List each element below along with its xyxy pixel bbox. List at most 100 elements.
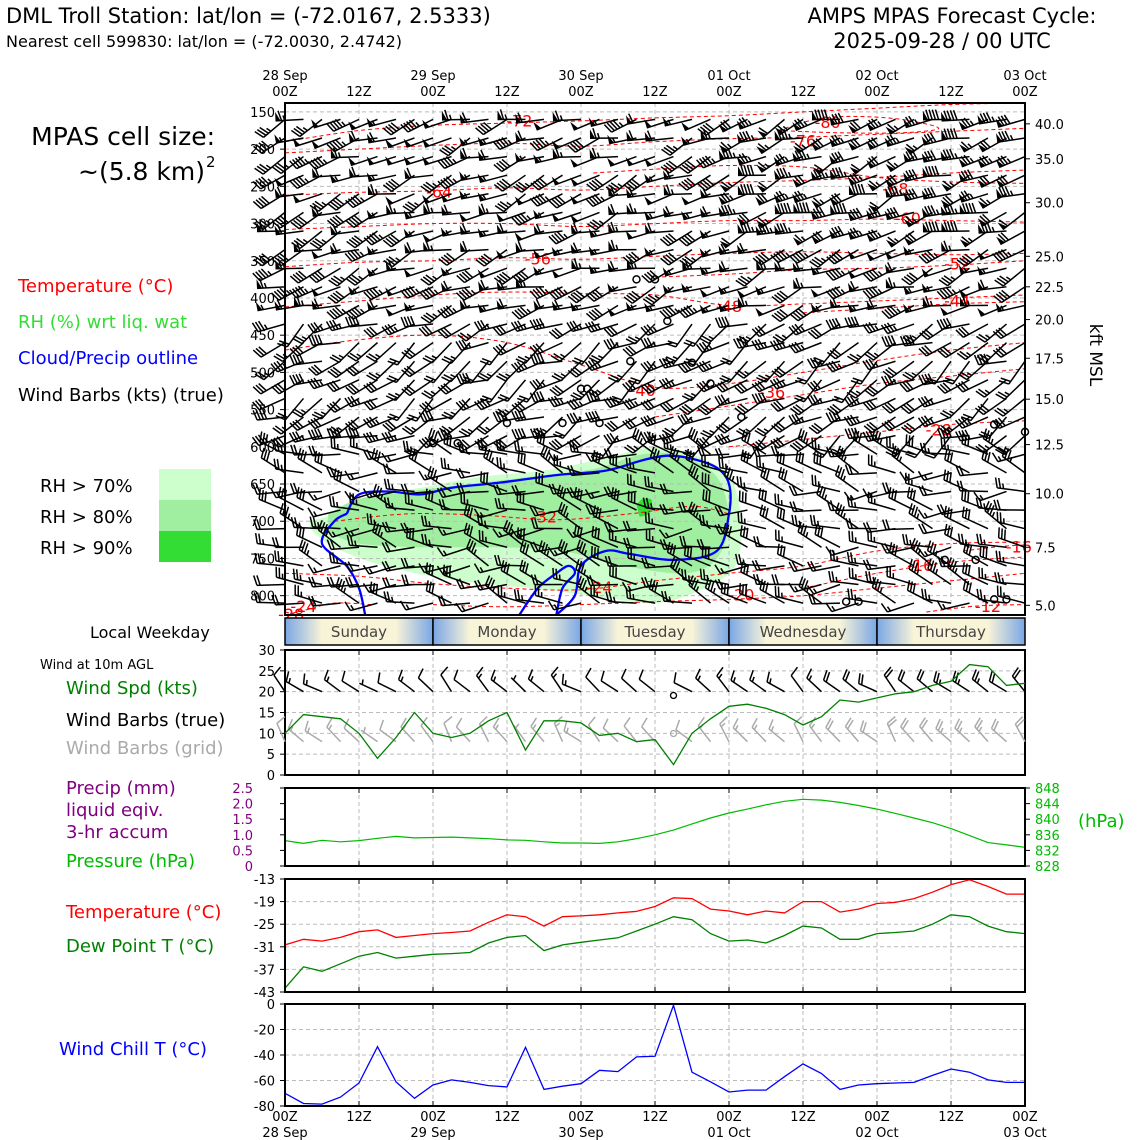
barb-full bbox=[422, 183, 433, 191]
wind-barb bbox=[344, 576, 378, 588]
barb-half bbox=[523, 363, 528, 369]
barb-half bbox=[267, 270, 272, 276]
barb-full bbox=[290, 444, 295, 456]
wind-barb bbox=[307, 490, 341, 501]
wind-barb bbox=[401, 360, 434, 378]
barb-full bbox=[814, 475, 817, 486]
barb-half bbox=[368, 568, 373, 574]
barb-full bbox=[345, 428, 351, 439]
barb-full bbox=[479, 360, 491, 366]
barb-full bbox=[699, 568, 703, 580]
wind-barb bbox=[422, 342, 453, 364]
barb-staff bbox=[445, 323, 471, 339]
barb-full bbox=[421, 402, 431, 412]
barb-half bbox=[352, 288, 358, 294]
barb-full bbox=[326, 311, 336, 320]
wind-barb bbox=[385, 260, 415, 272]
barb-staff bbox=[486, 360, 508, 382]
barb-full bbox=[345, 311, 354, 320]
barb-full bbox=[279, 287, 288, 297]
barb-staff bbox=[294, 360, 323, 366]
barb-full bbox=[590, 546, 593, 557]
barb-full bbox=[277, 486, 282, 498]
barb-flag bbox=[515, 114, 522, 123]
barb-flag bbox=[367, 185, 373, 195]
barb-full bbox=[496, 275, 506, 284]
barb-full bbox=[420, 185, 430, 193]
barb-full bbox=[480, 397, 491, 403]
wind-barb bbox=[400, 483, 434, 495]
barb-full bbox=[459, 332, 470, 340]
barb-full bbox=[480, 514, 484, 526]
wind-barb bbox=[400, 315, 434, 328]
barb-full bbox=[256, 519, 261, 530]
barb-full bbox=[369, 431, 376, 442]
barb-full bbox=[274, 164, 285, 173]
wind-barb bbox=[422, 137, 452, 148]
wind-barb bbox=[314, 450, 341, 474]
barb-full bbox=[350, 308, 360, 317]
barb-full bbox=[253, 592, 258, 603]
barb-flag bbox=[459, 190, 466, 199]
wind-barb bbox=[253, 519, 286, 531]
barb-half bbox=[371, 175, 376, 181]
barb-full bbox=[495, 439, 499, 450]
barb-full bbox=[289, 422, 298, 431]
barb-full bbox=[328, 551, 332, 563]
barb-full bbox=[383, 497, 388, 508]
barb-staff bbox=[411, 193, 434, 213]
barb-full bbox=[332, 243, 338, 254]
barb-full bbox=[381, 326, 390, 336]
barb-half bbox=[432, 275, 438, 280]
barb-full bbox=[406, 527, 409, 538]
barb-staff bbox=[406, 536, 434, 548]
barb-staff bbox=[479, 524, 508, 530]
pressure-label: Pressure (hPa) bbox=[66, 851, 195, 872]
barb-full bbox=[460, 442, 465, 453]
barb-full bbox=[328, 320, 336, 331]
barb-full bbox=[425, 488, 428, 500]
barb-full bbox=[296, 295, 301, 306]
barb-full bbox=[259, 431, 263, 442]
barb-staff bbox=[502, 174, 526, 192]
wind-barb bbox=[406, 527, 434, 548]
barb-flag bbox=[460, 149, 466, 159]
wind-barb bbox=[274, 223, 304, 236]
barb-full bbox=[385, 258, 396, 266]
barb-full bbox=[313, 271, 323, 280]
barb-full bbox=[389, 413, 400, 419]
barb-full bbox=[381, 452, 389, 463]
barb-half bbox=[507, 139, 513, 145]
wind-barb bbox=[383, 478, 415, 493]
wind-barb bbox=[403, 137, 434, 148]
barb-full bbox=[503, 561, 508, 573]
barb-full bbox=[422, 276, 433, 284]
barb-full bbox=[332, 308, 341, 317]
barb-full bbox=[441, 147, 452, 155]
wind-barb bbox=[515, 112, 545, 124]
barb-staff bbox=[349, 544, 378, 549]
hpa-unit-label: (hPa) bbox=[1078, 811, 1125, 832]
barb-full bbox=[253, 519, 258, 530]
barb-full bbox=[298, 373, 305, 384]
barb-flag bbox=[477, 192, 485, 201]
barb-staff bbox=[312, 453, 341, 457]
barb-full bbox=[520, 452, 523, 464]
barb-staff bbox=[312, 583, 341, 588]
barb-full bbox=[332, 199, 342, 207]
barb-full bbox=[829, 549, 832, 561]
barb-full bbox=[344, 577, 351, 588]
barb-full bbox=[404, 574, 409, 585]
barb-staff bbox=[335, 586, 360, 604]
barb-full bbox=[511, 217, 520, 226]
barb-full bbox=[448, 566, 451, 578]
barb-full bbox=[420, 515, 425, 526]
barb-half bbox=[430, 245, 434, 251]
barb-full bbox=[517, 308, 526, 317]
barb-staff bbox=[405, 502, 434, 511]
barb-full bbox=[258, 197, 268, 206]
barb-full bbox=[492, 326, 501, 336]
barb-full bbox=[368, 132, 375, 143]
wind-barb bbox=[254, 552, 286, 567]
barb-staff bbox=[318, 193, 341, 212]
